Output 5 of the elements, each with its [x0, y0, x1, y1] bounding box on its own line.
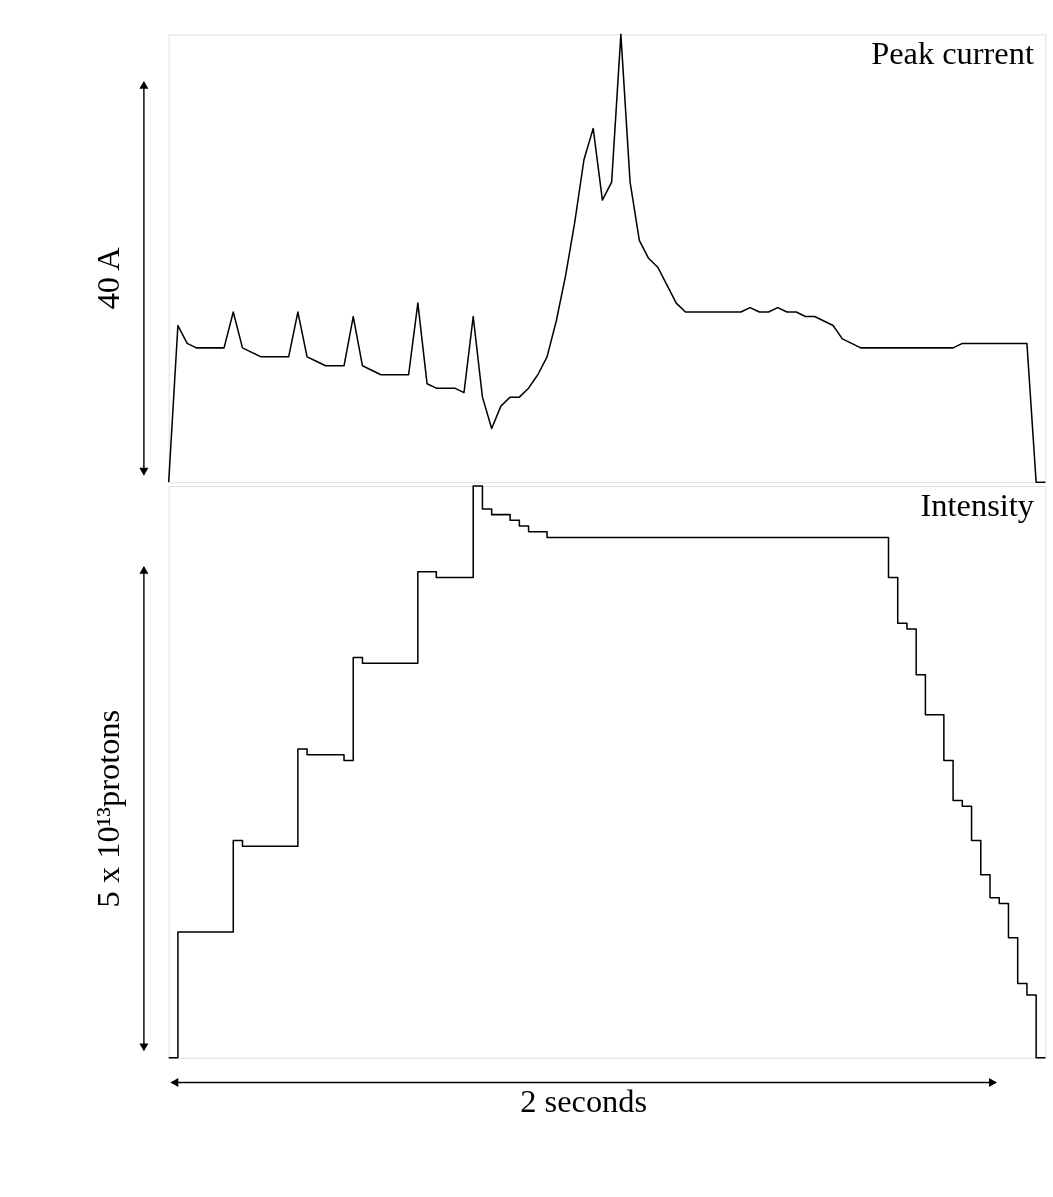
chart-title: Intensity: [920, 486, 1035, 523]
x-axis-title: 2 seconds: [520, 1083, 648, 1120]
chart-title: Peak current: [871, 34, 1034, 71]
y-axis-title: 5 x 10¹³protons: [90, 709, 127, 908]
y-axis-title: 40 A: [90, 246, 127, 310]
